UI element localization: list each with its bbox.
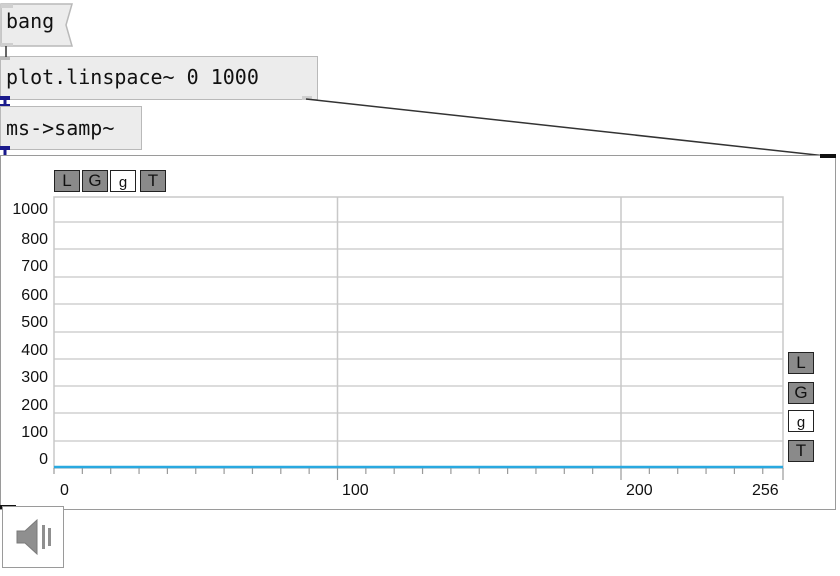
- plot-top-button-t[interactable]: T: [140, 170, 166, 192]
- y-tick-label: 1000: [12, 201, 48, 218]
- x-tick-label: 0: [60, 482, 69, 499]
- x-tick-label: 256: [752, 482, 779, 499]
- y-tick-label: 0: [39, 451, 48, 468]
- y-tick-label: 500: [21, 314, 48, 331]
- linspace-object-label: plot.linspace~ 0 1000: [6, 65, 259, 89]
- plot-inlet-right[interactable]: [820, 154, 836, 158]
- plot-side-button-g[interactable]: g: [788, 410, 814, 432]
- bang-message-box[interactable]: [0, 0, 82, 52]
- cord-linspace-to-plot-range: [305, 98, 827, 157]
- dac-speaker-box[interactable]: [2, 506, 64, 568]
- y-tick-label: 800: [21, 231, 48, 248]
- linspace-outlet-left[interactable]: [0, 96, 10, 100]
- x-tick-label: 200: [626, 482, 653, 499]
- y-tick-label: 100: [21, 424, 48, 441]
- ms-samp-object-label: ms->samp~: [6, 116, 115, 140]
- y-tick-label: 200: [21, 397, 48, 414]
- y-tick-label: 400: [21, 342, 48, 359]
- linspace-object-box[interactable]: plot.linspace~ 0 1000: [0, 56, 318, 100]
- plot-side-button-t[interactable]: T: [788, 440, 814, 462]
- ms-samp-outlet[interactable]: [0, 146, 10, 150]
- y-tick-label: 300: [21, 369, 48, 386]
- linspace-outlet-right[interactable]: [302, 96, 312, 100]
- y-tick-label: 700: [21, 258, 48, 275]
- plot-side-button-log[interactable]: L: [788, 352, 814, 374]
- plot-side-button-grid[interactable]: G: [788, 382, 814, 404]
- plot-top-button-g[interactable]: g: [110, 170, 136, 192]
- ms-samp-object-box[interactable]: ms->samp~: [0, 106, 142, 150]
- plot-top-button-log[interactable]: L: [54, 170, 80, 192]
- plot-top-button-grid[interactable]: G: [82, 170, 108, 192]
- y-tick-label: 600: [21, 287, 48, 304]
- speaker-icon: [16, 518, 51, 556]
- linspace-inlet[interactable]: [0, 56, 10, 60]
- bang-message-label: bang: [6, 9, 55, 33]
- x-tick-label: 100: [342, 482, 369, 499]
